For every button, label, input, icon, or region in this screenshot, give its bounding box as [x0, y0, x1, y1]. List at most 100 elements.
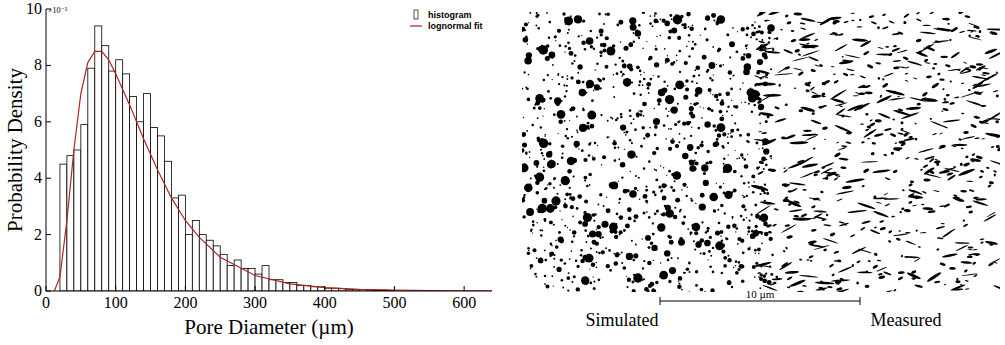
measured-pore [993, 284, 1000, 291]
measured-pore [786, 276, 793, 281]
measured-pore [902, 189, 905, 192]
simulated-pore [739, 88, 741, 90]
measured-pore [821, 166, 825, 170]
simulated-pore [703, 172, 706, 175]
simulated-pore [764, 184, 766, 186]
measured-pore [781, 224, 797, 234]
simulated-pore [522, 163, 529, 172]
measured-pore [771, 278, 782, 281]
simulated-pore [732, 218, 733, 219]
simulated-pore [590, 124, 595, 129]
simulated-pore [683, 138, 685, 140]
measured-pore [969, 36, 982, 40]
simulated-pore [741, 265, 745, 269]
simulated-pore [727, 142, 729, 144]
simulated-pore [704, 291, 706, 292]
measured-pore [893, 109, 912, 117]
measured-pore [920, 168, 923, 171]
measured-pore [978, 30, 982, 34]
measured-pore [842, 185, 852, 189]
measured-pore [905, 72, 909, 75]
simulated-pore [696, 146, 700, 150]
simulated-pore [751, 24, 754, 27]
simulated-pore [679, 120, 681, 122]
measured-pore [936, 162, 940, 166]
measured-pore [810, 69, 816, 73]
measured-pore [838, 33, 844, 36]
measured-pore [827, 16, 842, 21]
simulated-pore [567, 169, 572, 174]
measured-pore [850, 234, 856, 238]
simulated-pore [614, 146, 617, 149]
measured-pore [916, 18, 922, 22]
simulated-pore [661, 19, 665, 23]
simulated-pore [727, 255, 729, 257]
measured-pore [801, 156, 814, 164]
simulated-pore [553, 199, 555, 201]
simulated-pore [679, 71, 681, 73]
simulated-pore [681, 221, 685, 225]
y-tick-label: 2 [34, 226, 42, 243]
simulated-pore [678, 141, 680, 143]
simulated-pore [722, 146, 725, 149]
simulated-pore [567, 32, 569, 34]
simulated-pore [763, 168, 765, 170]
simulated-pore [606, 136, 608, 138]
measured-pore [820, 280, 824, 284]
simulated-pore [620, 124, 626, 130]
simulated-pore [619, 215, 624, 220]
simulated-pore [566, 276, 570, 280]
simulated-pore [733, 267, 734, 268]
simulated-pore [583, 211, 586, 214]
measured-pore [821, 92, 826, 97]
histogram-bar [185, 235, 192, 291]
simulated-pore [755, 262, 758, 265]
measured-pore [947, 23, 950, 25]
simulated-pore [548, 182, 552, 186]
simulated-pore [689, 106, 694, 111]
simulated-pore [727, 280, 732, 285]
x-axis-title: Pore Diameter (µm) [184, 315, 354, 339]
simulated-pore [667, 55, 668, 56]
simulated-pore [620, 113, 623, 116]
measured-pore [939, 205, 944, 207]
measured-pore [811, 112, 815, 115]
simulated-pore [543, 167, 545, 169]
simulated-pore [649, 22, 652, 25]
legend-swatch [410, 25, 422, 26]
measured-pore [845, 141, 851, 144]
scale-bar-end [860, 297, 861, 305]
simulated-pore [665, 205, 671, 211]
simulated-pore [688, 34, 691, 37]
measured-pore [869, 132, 873, 133]
simulated-pore [750, 214, 752, 216]
measured-pore [756, 12, 769, 17]
simulated-pore [581, 35, 582, 36]
measured-pore [785, 134, 796, 140]
simulated-pore [642, 102, 647, 107]
legend-swatch [414, 10, 418, 19]
x-tick [394, 286, 395, 291]
x-tick-label: 200 [173, 294, 197, 311]
histogram-bar [116, 60, 123, 291]
simulated-pore [602, 43, 607, 48]
simulated-pore [593, 48, 596, 51]
simulated-pore [607, 120, 609, 122]
measured-pore [941, 228, 955, 239]
measured-pore [799, 258, 803, 260]
measured-pore [822, 126, 828, 130]
simulated-pore [616, 24, 619, 27]
simulated-pore [665, 138, 667, 140]
measured-pore [840, 166, 846, 169]
measured-pore [789, 188, 798, 193]
measured-pore [757, 272, 761, 274]
measured-pore [838, 147, 847, 151]
simulated-pore [691, 199, 694, 202]
measured-pore [932, 133, 937, 136]
simulated-pore [634, 214, 639, 219]
simulated-pore [625, 223, 630, 228]
simulated-pore [544, 283, 546, 285]
measured-pore [789, 141, 808, 144]
simulated-pore [687, 144, 694, 151]
measured-pore [777, 65, 790, 73]
